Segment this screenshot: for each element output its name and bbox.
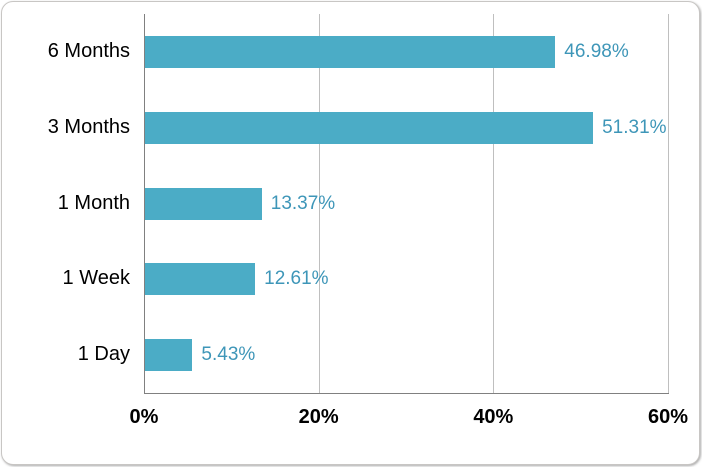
bar-value-label: 46.98% [564, 40, 629, 62]
bar-value-label: 12.61% [264, 268, 329, 290]
bar-value-label: 13.37% [270, 192, 336, 214]
x-tick-label: 60% [647, 406, 689, 428]
category-label: 6 Months [47, 39, 130, 62]
gridline [668, 14, 669, 393]
x-tick-label: 20% [298, 406, 339, 428]
gridline [493, 14, 495, 393]
bar-value-label: 51.31% [602, 116, 667, 138]
bar-value-label: 5.43% [201, 344, 256, 366]
gridline [318, 14, 320, 393]
category-label: 1 Day [77, 343, 130, 366]
bar [145, 111, 594, 144]
bar [145, 187, 262, 220]
bar [145, 339, 193, 372]
x-tick-label: 40% [473, 406, 514, 428]
bar [145, 263, 256, 296]
category-label: 1 Month [57, 191, 130, 214]
category-label: 3 Months [47, 115, 130, 138]
bar [145, 35, 556, 68]
x-tick-label: 0% [129, 406, 159, 428]
category-label: 1 Week [62, 267, 130, 290]
plot-area: 46.98% 51.31% 13.37% 12.61% 5.43% [144, 14, 669, 394]
